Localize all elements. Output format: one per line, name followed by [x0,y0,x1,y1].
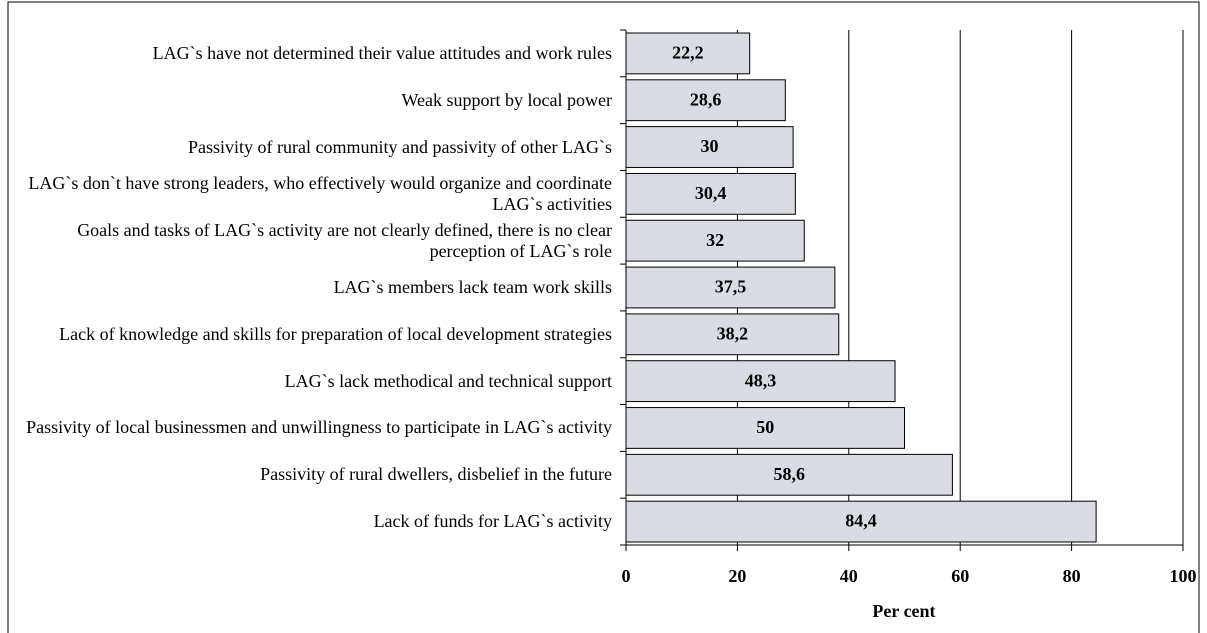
x-tick-label: 80 [1063,566,1081,586]
bar [625,360,896,403]
bar [625,407,905,449]
x-axis-title: Per cent [872,601,935,621]
y-tick-label: LAG`s have not determined their value at… [152,42,612,63]
bar [625,500,1097,543]
bar [625,79,786,122]
y-tick-label: Goals and tasks of LAG`s activity are no… [77,219,612,261]
bar [625,219,805,262]
y-tick-label: Weak support by local power [401,89,613,110]
value-label: 50 [756,417,774,437]
bar [625,453,953,496]
y-tick-label: LAG`s members lack team work skills [333,276,612,297]
x-tick-label: 0 [622,566,631,586]
y-tick-label: Lack of funds for LAG`s activity [373,511,612,532]
y-tick-label: LAG`s don`t have strong leaders, who eff… [28,172,612,214]
bar [625,313,840,356]
value-label: 38,2 [717,323,749,343]
bar [625,32,751,75]
bar [625,266,836,309]
value-label: 30 [701,136,719,156]
value-label: 32 [706,230,724,250]
y-tick-label: LAG`s lack methodical and technical supp… [284,370,612,391]
value-label: 30,4 [695,183,727,203]
value-label: 28,6 [690,89,722,109]
chart-border [7,1,1200,633]
bar [625,172,796,215]
x-tick-label: 60 [951,566,969,586]
x-tick-label: 20 [728,566,746,586]
value-label: 48,3 [745,370,777,390]
value-label: 58,6 [773,464,805,484]
bar [625,126,794,168]
value-label: 37,5 [715,277,747,297]
y-tick-label: Passivity of rural dwellers, disbelief i… [260,464,612,485]
x-tick-label: 40 [840,566,858,586]
y-tick-label: Lack of knowledge and skills for prepara… [59,323,612,344]
y-tick-label: Passivity of local businessmen and unwil… [26,417,612,438]
x-tick-label: 100 [1170,566,1197,586]
value-label: 84,4 [845,511,877,531]
value-label: 22,2 [672,43,704,63]
y-tick-label: Passivity of rural community and passivi… [188,136,612,157]
